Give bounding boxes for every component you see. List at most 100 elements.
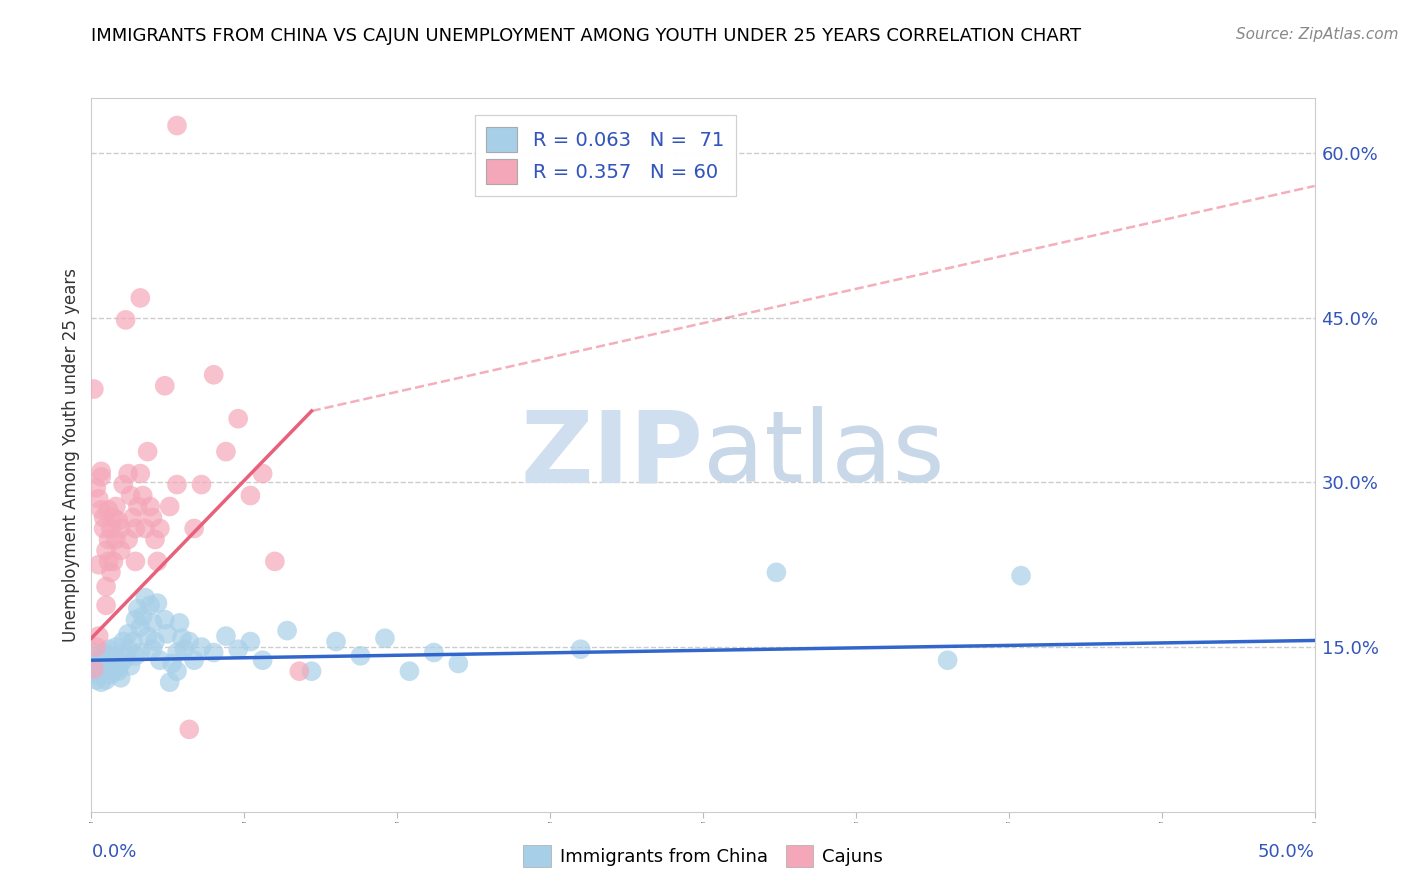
Point: [127, 601, 149, 615]
Point: [122, 634, 145, 648]
Point: [117, 533, 139, 547]
Point: [374, 632, 396, 646]
Point: [93, 510, 115, 524]
Point: [87, 651, 110, 665]
Point: [169, 615, 191, 630]
Point: [120, 489, 142, 503]
Point: [132, 609, 155, 624]
Point: [129, 467, 152, 481]
Point: [166, 664, 188, 678]
Point: [84, 673, 107, 687]
Text: 50.0%: 50.0%: [1258, 843, 1315, 861]
Point: [179, 723, 201, 737]
Point: [301, 664, 323, 678]
Point: [114, 313, 136, 327]
Point: [325, 634, 347, 648]
Point: [84, 640, 107, 654]
Point: [114, 651, 136, 665]
Point: [100, 653, 122, 667]
Point: [93, 646, 115, 660]
Point: [569, 642, 592, 657]
Point: [103, 510, 125, 524]
Point: [143, 533, 166, 547]
Point: [97, 533, 120, 547]
Point: [349, 648, 371, 663]
Point: [93, 521, 115, 535]
Point: [226, 411, 249, 425]
Point: [104, 640, 127, 654]
Point: [112, 477, 135, 491]
Point: [83, 662, 105, 676]
Point: [124, 521, 146, 535]
Point: [97, 660, 120, 674]
Point: [166, 477, 188, 491]
Point: [97, 503, 120, 517]
Point: [124, 554, 146, 568]
Point: [90, 470, 112, 484]
Point: [156, 627, 179, 641]
Point: [117, 627, 139, 641]
Point: [94, 657, 117, 671]
Point: [100, 521, 122, 535]
Point: [100, 566, 122, 580]
Point: [136, 629, 159, 643]
Point: [107, 664, 129, 678]
Point: [239, 634, 262, 648]
Point: [93, 664, 115, 678]
Point: [103, 554, 125, 568]
Point: [141, 642, 163, 657]
Point: [936, 653, 959, 667]
Point: [97, 554, 120, 568]
Point: [124, 613, 146, 627]
Point: [765, 566, 787, 580]
Point: [129, 620, 152, 634]
Point: [87, 629, 110, 643]
Point: [202, 368, 225, 382]
Point: [447, 657, 470, 671]
Point: [202, 646, 225, 660]
Point: [159, 500, 181, 514]
Point: [90, 662, 112, 676]
Point: [83, 382, 105, 396]
Point: [84, 657, 107, 671]
Point: [110, 671, 132, 685]
Point: [104, 500, 127, 514]
Point: [122, 510, 145, 524]
Point: [183, 653, 205, 667]
Point: [160, 657, 183, 671]
Point: [264, 554, 287, 568]
Point: [153, 378, 176, 392]
Point: [1010, 568, 1032, 582]
Point: [146, 554, 169, 568]
Point: [120, 658, 142, 673]
Point: [179, 634, 201, 648]
Text: atlas: atlas: [703, 407, 945, 503]
Point: [117, 642, 139, 657]
Y-axis label: Unemployment Among Youth under 25 years: Unemployment Among Youth under 25 years: [62, 268, 80, 642]
Point: [117, 467, 139, 481]
Point: [90, 464, 112, 478]
Point: [139, 599, 162, 613]
Point: [215, 629, 238, 643]
Point: [173, 642, 195, 657]
Point: [129, 646, 152, 660]
Point: [104, 533, 127, 547]
Text: 0.0%: 0.0%: [91, 843, 136, 861]
Point: [139, 500, 162, 514]
Point: [134, 591, 156, 605]
Point: [170, 632, 193, 646]
Point: [94, 543, 117, 558]
Point: [141, 510, 163, 524]
Point: [87, 667, 110, 681]
Point: [100, 667, 122, 681]
Text: ZIP: ZIP: [520, 407, 703, 503]
Point: [149, 521, 172, 535]
Point: [141, 615, 163, 630]
Point: [215, 444, 238, 458]
Point: [226, 642, 249, 657]
Point: [159, 675, 181, 690]
Point: [190, 477, 212, 491]
Point: [143, 634, 166, 648]
Point: [94, 580, 117, 594]
Text: Source: ZipAtlas.com: Source: ZipAtlas.com: [1236, 27, 1399, 42]
